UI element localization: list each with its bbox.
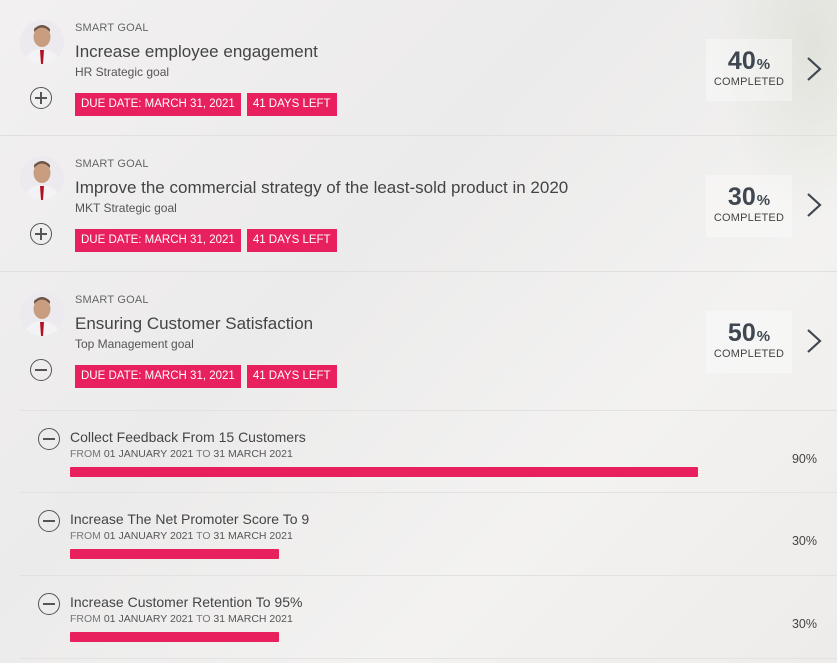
goal-type-label: SMART GOAL — [75, 294, 149, 306]
key-result-row: Increase The Net Promoter Score To 9 FRO… — [20, 493, 837, 576]
from-date: 01 JANUARY 2021 — [103, 530, 194, 542]
completion-percent: 50% — [706, 319, 792, 348]
chevron-right-icon[interactable] — [806, 56, 822, 82]
key-results-list: Collect Feedback From 15 Customers FROM … — [20, 410, 837, 663]
completion-value: 50 — [727, 319, 756, 347]
key-result-percent: 30% — [791, 534, 817, 548]
due-date-badge: DUE DATE: MARCH 31, 2021 — [75, 229, 241, 252]
progress-bar — [70, 549, 279, 559]
due-date-badge: DUE DATE: MARCH 31, 2021 — [75, 93, 241, 116]
to-label: TO — [196, 530, 211, 542]
progress-bar — [70, 467, 698, 477]
key-result-row: Collect Feedback From 15 Customers FROM … — [20, 410, 837, 493]
goal-subtitle: HR Strategic goal — [75, 65, 170, 79]
key-result-title[interactable]: Increase Customer Retention To 95% — [70, 594, 303, 610]
from-label: FROM — [70, 613, 101, 625]
days-left-badge: 41 DAYS LEFT — [246, 93, 337, 116]
days-left-badge: 41 DAYS LEFT — [246, 365, 337, 388]
key-result-date-range: FROM 01 JANUARY 2021 TO 31 MARCH 2021 — [70, 613, 293, 625]
days-left-badge: 41 DAYS LEFT — [246, 229, 337, 252]
completion-box: 30% COMPLETED — [706, 175, 792, 237]
completion-percent: 30% — [706, 183, 792, 212]
completion-value: 30 — [727, 183, 756, 211]
key-result-row: Increase Customer Retention To 95% FROM … — [20, 576, 837, 659]
progress-bar — [70, 632, 279, 642]
goal-card: SMART GOAL Improve the commercial strate… — [0, 136, 837, 272]
key-result-date-range: FROM 01 JANUARY 2021 TO 31 MARCH 2021 — [70, 530, 293, 542]
avatar — [20, 292, 64, 336]
collapse-minus-circle-icon[interactable] — [38, 593, 60, 615]
avatar — [20, 20, 64, 64]
key-result-title[interactable]: Increase The Net Promoter Score To 9 — [70, 511, 310, 527]
goal-card: SMART GOAL Ensuring Customer Satisfactio… — [0, 272, 837, 408]
completion-value: 40 — [727, 47, 756, 75]
goal-badges: DUE DATE: MARCH 31, 2021 41 DAYS LEFT — [75, 93, 337, 116]
goal-title[interactable]: Improve the commercial strategy of the l… — [75, 178, 569, 197]
to-date: 31 MARCH 2021 — [213, 613, 293, 625]
to-date: 31 MARCH 2021 — [213, 530, 293, 542]
to-label: TO — [196, 448, 211, 460]
chevron-right-icon[interactable] — [806, 192, 822, 218]
goal-badges: DUE DATE: MARCH 31, 2021 41 DAYS LEFT — [75, 365, 337, 388]
to-date: 31 MARCH 2021 — [213, 448, 293, 460]
collapse-minus-circle-icon[interactable] — [30, 359, 52, 381]
expand-plus-circle-icon[interactable] — [30, 223, 52, 245]
from-date: 01 JANUARY 2021 — [103, 448, 194, 460]
from-label: FROM — [70, 530, 101, 542]
key-result-percent: 90% — [791, 452, 817, 466]
completion-box: 50% COMPLETED — [706, 311, 792, 373]
key-result-date-range: FROM 01 JANUARY 2021 TO 31 MARCH 2021 — [70, 448, 293, 460]
due-date-badge: DUE DATE: MARCH 31, 2021 — [75, 365, 241, 388]
goal-subtitle: MKT Strategic goal — [75, 201, 177, 215]
to-label: TO — [196, 613, 211, 625]
completion-unit: % — [756, 56, 771, 73]
avatar — [20, 156, 64, 200]
expand-plus-circle-icon[interactable] — [30, 87, 52, 109]
goal-title[interactable]: Increase employee engagement — [75, 42, 318, 61]
collapse-minus-circle-icon[interactable] — [38, 510, 60, 532]
collapse-minus-circle-icon[interactable] — [38, 428, 60, 450]
key-result-title[interactable]: Collect Feedback From 15 Customers — [70, 429, 306, 445]
completion-percent: 40% — [706, 47, 792, 76]
from-label: FROM — [70, 448, 101, 460]
completion-box: 40% COMPLETED — [706, 39, 792, 101]
key-result-percent: 30% — [791, 617, 817, 631]
completion-unit: % — [756, 328, 771, 345]
goal-type-label: SMART GOAL — [75, 158, 149, 170]
chevron-right-icon[interactable] — [806, 328, 822, 354]
goal-title[interactable]: Ensuring Customer Satisfaction — [75, 314, 314, 333]
completed-label: COMPLETED — [713, 212, 785, 224]
goal-subtitle: Top Management goal — [75, 337, 194, 351]
completion-unit: % — [756, 192, 771, 209]
from-date: 01 JANUARY 2021 — [103, 613, 194, 625]
goal-card: SMART GOAL Increase employee engagement … — [0, 0, 837, 136]
goal-badges: DUE DATE: MARCH 31, 2021 41 DAYS LEFT — [75, 229, 337, 252]
completed-label: COMPLETED — [713, 76, 785, 88]
completed-label: COMPLETED — [713, 348, 785, 360]
goal-type-label: SMART GOAL — [75, 22, 149, 34]
